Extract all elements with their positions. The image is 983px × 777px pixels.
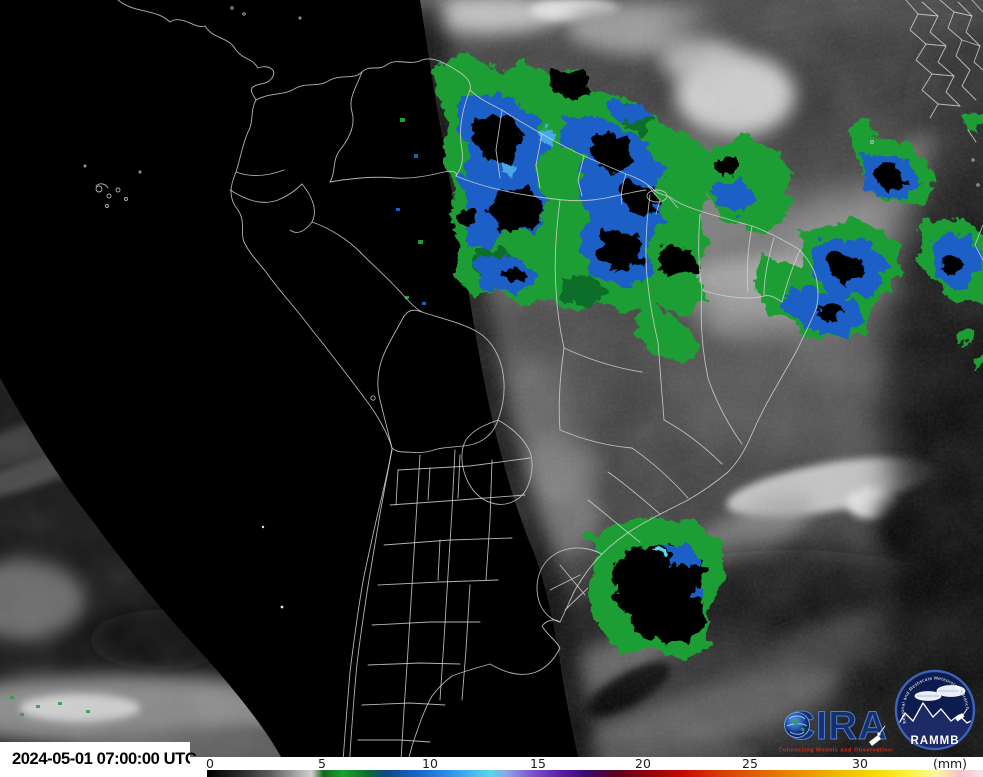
cira-logo: CIRA Connecting Models and Observations xyxy=(778,699,895,755)
west-africa-borders xyxy=(870,0,983,261)
colorbar-tick-label: 20 xyxy=(635,756,651,771)
cira-logo-art: CIRA Connecting Models and Observations xyxy=(778,704,895,754)
timestamp-box: 2024-05-01 07:00:00 UTC xyxy=(0,742,197,777)
precip-amazon-itcz xyxy=(430,52,708,360)
colorbar-tick-label: 0 xyxy=(206,756,214,771)
satellite-dish-icon xyxy=(869,725,886,746)
colorbar-tick-label: 25 xyxy=(742,756,758,771)
rammb-inner-art xyxy=(897,685,973,748)
map-borders xyxy=(83,0,983,777)
colorbar-tick-label: 10 xyxy=(422,756,438,771)
galapagos-islands xyxy=(83,164,142,208)
timestamp-label: 2024-05-01 07:00:00 UTC xyxy=(12,750,197,768)
colorbar-tick-label: 30 xyxy=(852,756,868,771)
cloud-icons xyxy=(914,685,966,701)
precip-southeast-system xyxy=(580,512,722,658)
cira-globe-icon xyxy=(784,712,810,738)
precip-atlantic-band xyxy=(700,108,983,368)
precip-specks xyxy=(10,118,426,716)
rammb-wordmark: RAMMB xyxy=(910,735,959,747)
colorbar-unit-label: (mm) xyxy=(932,756,968,771)
rammb-logo-art: Regional and Mesoscale Meteorology Branc… xyxy=(894,669,976,751)
mountain-ridge xyxy=(897,701,973,748)
coastline-pacific xyxy=(117,0,393,777)
colorbar-panel: 0 5 10 15 20 25 30 (mm) xyxy=(190,756,983,777)
colorbar-gradient xyxy=(207,770,983,777)
rammb-logo: Regional and Mesoscale Meteorology Branc… xyxy=(892,666,978,754)
rammb-dish-icon xyxy=(955,708,968,722)
colorbar-tick-label: 15 xyxy=(530,756,546,771)
coastline-atlantic xyxy=(255,58,819,777)
cira-tagline: Connecting Models and Observations xyxy=(779,748,893,754)
colorbar-tick-label: 5 xyxy=(318,756,326,771)
colorbar-tick-row: 0 5 10 15 20 25 30 (mm) xyxy=(190,756,983,771)
day-side-clouds xyxy=(420,0,983,777)
